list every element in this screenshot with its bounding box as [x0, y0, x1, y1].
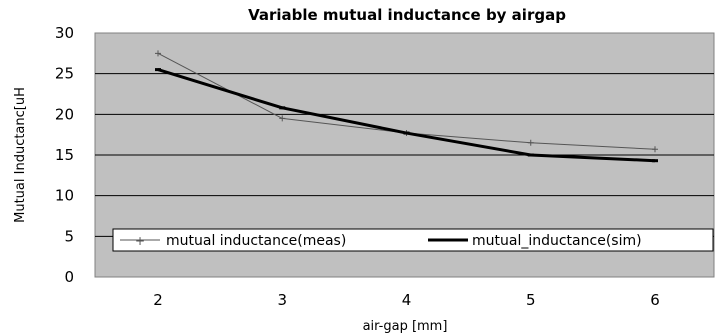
y-tick-label: 5 [64, 227, 74, 245]
x-tick-label: 6 [650, 291, 660, 309]
x-tick-label: 5 [526, 291, 536, 309]
x-tick-label: 4 [402, 291, 412, 309]
legend-box [112, 228, 714, 252]
x-tick-label: 2 [153, 291, 163, 309]
data-point-meas [155, 50, 161, 57]
y-tick-label: 0 [64, 268, 74, 286]
y-tick-label: 10 [55, 187, 74, 205]
x-axis-ticks: 2 3 4 5 6 [153, 291, 660, 309]
legend-marker-meas: + [135, 234, 145, 248]
y-axis-ticks: 0 5 10 15 20 25 30 [55, 24, 74, 286]
legend-label-sim: mutual_inductance(sim) [472, 233, 642, 249]
y-tick-label: 30 [55, 24, 74, 42]
legend: + mutual inductance(meas) mutual_inducta… [112, 228, 714, 252]
y-tick-label: 20 [55, 105, 74, 123]
chart-title: Variable mutual inductance by airgap [248, 6, 566, 24]
data-point-meas [652, 146, 658, 153]
data-point-meas [279, 115, 286, 122]
data-point-meas [527, 139, 534, 146]
y-tick-label: 15 [55, 146, 74, 164]
y-tick-label: 25 [55, 65, 74, 83]
x-tick-label: 3 [277, 291, 287, 309]
series-layer [155, 50, 658, 163]
legend-label-meas: mutual inductance(meas) [166, 233, 346, 249]
y-axis-label: Mutual Inductanc[uH [13, 87, 28, 223]
x-axis-label: air-gap [mm] [363, 319, 448, 334]
